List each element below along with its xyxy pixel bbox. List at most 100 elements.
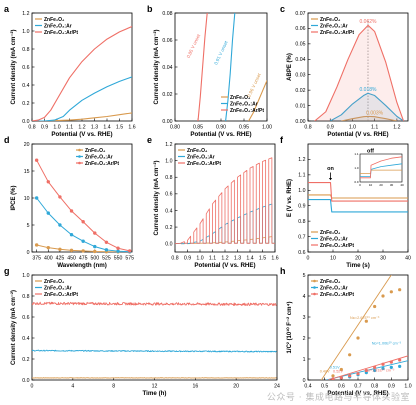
stability-trace bbox=[32, 301, 277, 307]
x-tick-label: 0.80 bbox=[170, 125, 180, 131]
stability-trace bbox=[32, 349, 277, 353]
x-tick-label: 0.6 bbox=[338, 384, 345, 390]
inset: 0 10 20 30 40 0.9 1.0 1.1 off bbox=[354, 149, 404, 188]
data-point bbox=[46, 245, 50, 250]
panel-g: 0 4 8 12 16 20 24 0.0 0.2 0.4 0.6 0.8 1.0 Time (h) Cur… bbox=[10, 273, 280, 397]
panel-f: 0 10 20 30 40 0.6 0.7 0.8 0.9 1.0 1.1 1.2 Time (s) E … bbox=[287, 143, 411, 269]
inset-x-tick-label: 30 bbox=[390, 183, 394, 187]
y-tick-label: 0.8 bbox=[165, 175, 172, 181]
y-tick-label: 0 bbox=[303, 378, 306, 384]
legend-marker bbox=[78, 155, 81, 158]
y-tick-label: 0.2 bbox=[22, 101, 29, 107]
data-point bbox=[356, 336, 360, 340]
y-tick-label: 0.2 bbox=[165, 225, 172, 231]
y-tick-label: 0.6 bbox=[165, 192, 172, 198]
legend-entry: ZnFe₂O₄ bbox=[320, 279, 341, 285]
y-tick-label: 0.2 bbox=[22, 357, 29, 363]
y-tick-label: 2 bbox=[303, 336, 306, 342]
y-tick-label: 0.4 bbox=[165, 208, 172, 214]
legend-entry: ZnFe₂O₄:Ar/Pt bbox=[230, 108, 264, 114]
data-point bbox=[398, 364, 402, 368]
x-tick-label: 0.95 bbox=[239, 125, 249, 131]
data-point bbox=[331, 374, 335, 378]
series-fill bbox=[330, 93, 404, 121]
light-off-label: off bbox=[367, 149, 374, 155]
inset-x-tick-label: 0 bbox=[359, 183, 361, 187]
y-tick-label: 4 bbox=[303, 294, 306, 300]
x-tick-label: 500 bbox=[90, 256, 99, 262]
x-tick-label: 475 bbox=[79, 256, 88, 262]
data-point bbox=[398, 358, 402, 362]
y-tick-label: 1.2 bbox=[165, 142, 172, 148]
series-line bbox=[308, 194, 408, 199]
inset-y-tick-label: 0.9 bbox=[354, 180, 359, 184]
x-tick-label: 1.6 bbox=[271, 256, 278, 262]
data-point bbox=[339, 376, 343, 380]
y-tick-label: 0.4 bbox=[22, 83, 29, 89]
legend-entry: ZnFe₂O₄:Ar/Pt bbox=[187, 161, 221, 167]
x-tick-label: 0.90 bbox=[216, 125, 226, 131]
legend-marker bbox=[78, 148, 81, 152]
data-point bbox=[34, 196, 39, 200]
series-line bbox=[314, 24, 405, 121]
inset-x-tick-label: 20 bbox=[379, 183, 383, 187]
x-tick-label: 0.4 bbox=[304, 384, 311, 390]
x-tick-label: 0.8 bbox=[28, 125, 35, 131]
legend-entry: ZnFe₂O₄ bbox=[320, 17, 341, 23]
x-tick-label: 0.85 bbox=[193, 125, 203, 131]
x-tick-label: 1.3 bbox=[91, 125, 98, 131]
data-point bbox=[331, 377, 335, 380]
data-point bbox=[69, 248, 74, 253]
data-point bbox=[58, 247, 62, 251]
data-point bbox=[93, 244, 97, 249]
legend-entry: ZnFe₂O₄:Ar/Pt bbox=[320, 243, 354, 249]
x-axis-label: Potential (V vs. RHE) bbox=[327, 131, 388, 138]
y-tick-label: 1.2 bbox=[22, 11, 29, 17]
x-axis-label: Potential (V vs. RHE) bbox=[190, 131, 251, 138]
data-point bbox=[46, 211, 50, 215]
x-tick-label: 10 bbox=[330, 256, 336, 262]
y-axis-label: Current density (mA cm⁻²) bbox=[10, 30, 17, 105]
y-axis-label: 1/C² (10¹⁰ F⁻² cm⁴) bbox=[286, 302, 293, 354]
y-tick-label: 3 bbox=[303, 315, 306, 321]
x-tick-label: 1.0 bbox=[404, 384, 411, 390]
y-tick-label: 0.8 bbox=[22, 47, 29, 53]
legend-entry: ZnFe₂O₄:Ar/Pt bbox=[85, 161, 119, 167]
inset-x-tick-label: 10 bbox=[369, 183, 373, 187]
panel-a: 0.8 0.9 1.0 1.1 1.2 1.3 1.4 1.5 1.6 0.0 0.2 0.4 0.6 0… bbox=[10, 11, 136, 138]
x-tick-label: 0.9 bbox=[184, 256, 191, 262]
legend-entry: ZnFe₂O₄ bbox=[230, 95, 251, 101]
data-point bbox=[93, 231, 97, 235]
y-tick-label: 1.0 bbox=[22, 273, 29, 279]
series-line bbox=[197, 13, 208, 121]
inset-x-tick-label: 40 bbox=[400, 183, 404, 187]
x-tick-label: 1.0 bbox=[196, 256, 203, 262]
panel-b: 0.80 0.85 0.90 0.95 1.00 0.00 0.02 0.04 0.06 0.08… bbox=[153, 11, 272, 138]
data-point bbox=[116, 246, 120, 250]
x-tick-label: 1.6 bbox=[128, 125, 135, 131]
chopped-light-trace bbox=[175, 157, 275, 245]
y-tick-label: 1.0 bbox=[298, 188, 305, 194]
series-line bbox=[36, 197, 130, 252]
y-tick-label: 0.0 bbox=[165, 241, 172, 247]
y-tick-label: 5 bbox=[303, 273, 306, 279]
y-tick-label: 0.0 bbox=[22, 119, 29, 125]
inset-y-tick-label: 1.1 bbox=[354, 152, 359, 156]
data-point bbox=[69, 233, 74, 237]
legend-entry: ZnFe₂O₄:Ar bbox=[230, 101, 258, 107]
x-tick-label: 1.5 bbox=[116, 125, 123, 131]
x-tick-label: 40 bbox=[405, 256, 411, 262]
chopped-light-trace bbox=[175, 203, 275, 245]
y-tick-label: 0.02 bbox=[295, 88, 305, 94]
x-tick-label: 0 bbox=[31, 384, 34, 390]
legend-marker bbox=[313, 279, 316, 283]
x-tick-label: 1.4 bbox=[246, 256, 253, 262]
y-tick-label: 0.8 bbox=[298, 219, 305, 225]
panel-letter-d: d bbox=[4, 135, 10, 145]
x-tick-label: 0.8 bbox=[371, 384, 378, 390]
y-tick-label: 0.03 bbox=[295, 73, 305, 79]
y-tick-label: 0.02 bbox=[162, 92, 172, 98]
data-point bbox=[348, 353, 352, 357]
x-tick-label: 1.0 bbox=[53, 125, 60, 131]
